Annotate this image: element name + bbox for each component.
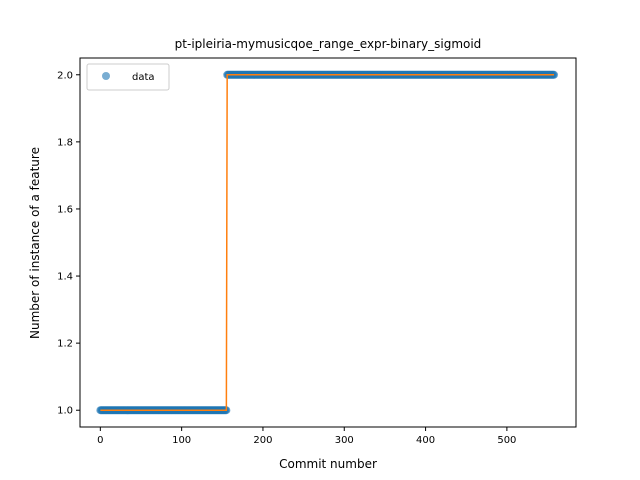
x-tick-label: 400	[416, 435, 435, 446]
plot-frame	[79, 57, 577, 428]
y-axis-label: Number of instance of a feature	[28, 147, 42, 339]
x-tick-label: 0	[97, 435, 103, 446]
plot-area	[96, 70, 559, 415]
legend: data	[86, 63, 170, 91]
x-axis: 0 100 200 300 400 500	[97, 427, 516, 446]
y-tick-label: 1.0	[57, 406, 73, 417]
fit-line	[100, 74, 555, 411]
legend-box	[86, 63, 170, 91]
x-tick-label: 500	[497, 435, 516, 446]
y-tick-label: 1.2	[57, 339, 73, 350]
y-tick-label: 2.0	[57, 70, 73, 81]
x-tick-label: 200	[253, 435, 272, 446]
y-tick-label: 1.8	[57, 137, 73, 148]
x-tick-label: 100	[172, 435, 191, 446]
y-axis: 1.0 1.2 1.4 1.6 1.8 2.0	[57, 70, 80, 417]
legend-label-data: data	[132, 72, 155, 83]
x-tick-label: 300	[335, 435, 354, 446]
y-tick-label: 1.4	[57, 272, 73, 283]
chart-title: pt-ipleiria-mymusicqoe_range_expr-binary…	[175, 37, 482, 51]
x-axis-label: Commit number	[279, 457, 377, 471]
y-tick-label: 1.6	[57, 204, 73, 215]
legend-marker-data	[102, 72, 110, 80]
